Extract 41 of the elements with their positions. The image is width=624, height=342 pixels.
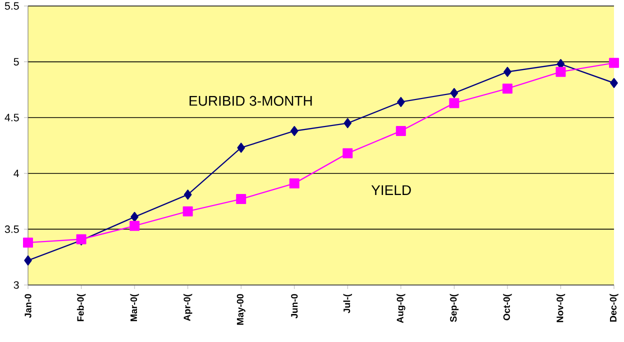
point xyxy=(342,148,353,158)
x-tick-label: Jul-( xyxy=(343,294,352,314)
point xyxy=(504,66,512,77)
point xyxy=(130,220,140,231)
point xyxy=(449,98,460,108)
point xyxy=(344,118,352,128)
x-tick-label: Jan-0 xyxy=(24,294,32,318)
point xyxy=(182,206,193,216)
point xyxy=(23,238,34,248)
point xyxy=(289,178,300,188)
point xyxy=(237,142,245,153)
point xyxy=(397,96,405,107)
point xyxy=(610,78,618,88)
x-tick-label: Dec-0( xyxy=(610,294,618,322)
y-tick-label: 5 xyxy=(14,58,19,66)
x-tick-label: Aug-0( xyxy=(396,294,406,324)
x-tick-label: Apr-0( xyxy=(183,294,192,321)
x-tick-label: Feb-0( xyxy=(76,294,86,322)
y-tick-label: 4 xyxy=(14,170,19,178)
x-tick-label: Nov-0( xyxy=(556,294,566,322)
point xyxy=(450,88,458,98)
text: YIELD xyxy=(371,185,411,195)
point xyxy=(130,212,138,222)
point xyxy=(502,84,512,94)
point xyxy=(290,126,298,136)
x-tick-label: Mar-0( xyxy=(130,294,139,322)
point xyxy=(236,194,246,204)
point xyxy=(556,66,566,77)
x-tick-label: Sep-0( xyxy=(450,294,459,322)
x-tick-label: Oct-0( xyxy=(503,294,512,320)
point xyxy=(24,255,32,266)
point xyxy=(396,126,406,136)
point xyxy=(608,58,619,68)
point xyxy=(184,190,192,200)
y-tick-label: 3.5 xyxy=(4,225,19,233)
series-label: EURIBID 3-MONTH xyxy=(190,96,312,106)
y-tick-label: 3 xyxy=(14,281,19,289)
y-tick-label: 4.5 xyxy=(4,114,19,122)
x-tick-label: May-00 xyxy=(236,294,246,325)
x-tick-label: Jun-0 xyxy=(291,294,298,318)
y-tick-label: 5.5 xyxy=(4,2,19,10)
